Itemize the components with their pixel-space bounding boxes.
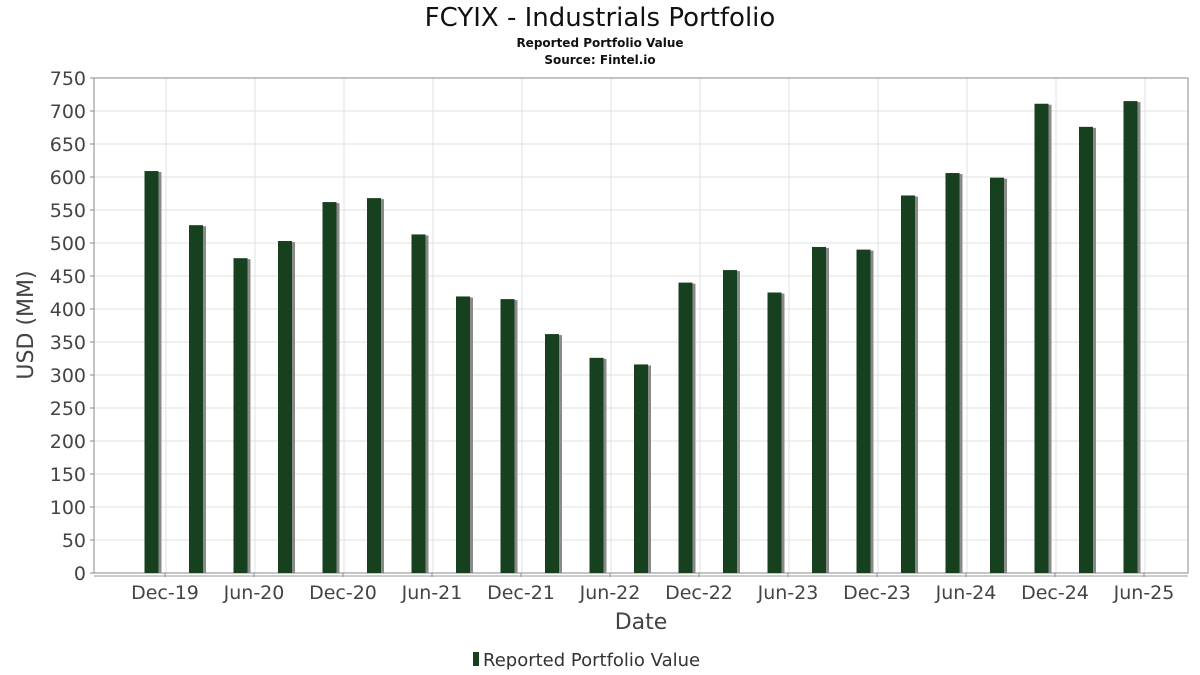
- x-tick-label: Dec-23: [843, 582, 911, 604]
- y-tick-label: 600: [50, 167, 86, 189]
- bar: [990, 177, 1004, 573]
- bar: [812, 246, 826, 573]
- y-tick-label: 650: [50, 134, 86, 156]
- bar: [456, 296, 470, 573]
- y-tick-label: 150: [50, 464, 86, 486]
- y-tick-label: 100: [50, 497, 86, 519]
- bar: [144, 171, 159, 573]
- bar: [367, 198, 381, 573]
- bars: [144, 101, 1141, 574]
- y-tick-label: 50: [62, 530, 86, 552]
- grid: [94, 77, 1188, 574]
- x-tick-label: Jun-25: [1113, 582, 1175, 604]
- y-tick-label: 700: [50, 101, 86, 123]
- x-tick-label: Dec-21: [487, 582, 555, 604]
- bar: [278, 241, 292, 573]
- legend-label: Reported Portfolio Value: [483, 650, 700, 671]
- legend-swatch: [473, 652, 479, 666]
- x-tick-label: Dec-19: [131, 582, 199, 604]
- bar: [411, 234, 426, 574]
- x-tick-label: Jun-22: [579, 582, 641, 604]
- x-tick-label: Jun-23: [757, 582, 819, 604]
- y-tick-label: 500: [50, 233, 86, 255]
- bar: [856, 249, 871, 573]
- bar: [945, 173, 960, 574]
- y-axis: 0 50 100 150 200 250 300 350 400 450 500 550 600 650 7…: [50, 68, 94, 585]
- x-axis-title: Date: [615, 610, 668, 635]
- x-tick-label: Dec-20: [309, 582, 377, 604]
- bar: [1034, 103, 1049, 574]
- bar: [545, 334, 559, 573]
- y-tick-label: 750: [50, 68, 86, 90]
- y-axis-title: USD (MM): [14, 270, 39, 379]
- x-tick-label: Dec-22: [665, 582, 733, 604]
- bar: [1079, 126, 1093, 573]
- bar: [233, 258, 248, 573]
- bar: [723, 270, 737, 573]
- chart-title: FCYIX - Industrials Portfolio: [425, 3, 776, 33]
- chart-subtitle: Reported Portfolio Value: [516, 36, 683, 50]
- chart-source: Source: Fintel.io: [544, 53, 655, 67]
- bar: [322, 202, 337, 573]
- bar: [500, 299, 515, 573]
- y-tick-label: 0: [74, 563, 86, 585]
- bar: [901, 195, 915, 574]
- x-tick-label: Jun-24: [935, 582, 997, 604]
- y-tick-label: 450: [50, 266, 86, 288]
- x-tick-label: Jun-21: [401, 582, 463, 604]
- bar: [189, 225, 203, 573]
- bar: [589, 357, 604, 573]
- x-axis: Dec-19 Jun-20 Dec-20 Jun-21 Dec-21 Jun-22 Dec-…: [94, 573, 1188, 604]
- y-tick-label: 400: [50, 299, 86, 321]
- y-tick-label: 300: [50, 365, 86, 387]
- x-tick-label: Jun-20: [223, 582, 285, 604]
- legend: Reported Portfolio Value: [473, 650, 700, 671]
- y-tick-label: 200: [50, 431, 86, 453]
- x-tick-label: Dec-24: [1021, 582, 1089, 604]
- y-tick-label: 550: [50, 200, 86, 222]
- bar: [767, 292, 782, 573]
- bar: [1123, 101, 1138, 573]
- y-tick-label: 350: [50, 332, 86, 354]
- bar: [634, 364, 648, 573]
- y-tick-label: 250: [50, 398, 86, 420]
- bar: [678, 282, 693, 573]
